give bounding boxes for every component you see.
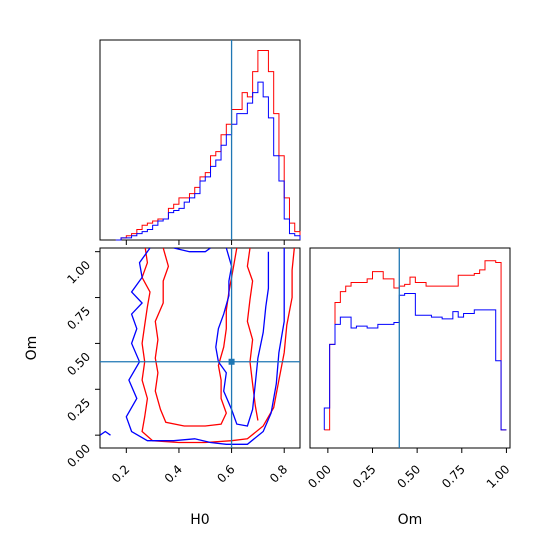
om-hist-series-1 xyxy=(324,260,507,431)
red-contour-2 xyxy=(154,248,238,427)
h0-histogram-panel xyxy=(99,39,301,245)
om-histogram-frame xyxy=(309,247,511,449)
h0-histogram-frame xyxy=(99,39,301,241)
blue-contour-1 xyxy=(125,248,285,445)
contour-frame xyxy=(99,247,301,449)
blue-contour-3 xyxy=(100,430,111,436)
y-axis-label-om: Om xyxy=(24,336,40,361)
blue-contour-4 xyxy=(173,248,211,253)
contour-truth-marker xyxy=(228,358,235,365)
om-hist-series-2 xyxy=(323,292,507,431)
x-axis-label-om: Om xyxy=(398,512,423,528)
x-axis-label-h0: H0 xyxy=(190,512,209,528)
h0-hist-series-2 xyxy=(115,81,301,241)
contour-lines xyxy=(100,248,295,445)
